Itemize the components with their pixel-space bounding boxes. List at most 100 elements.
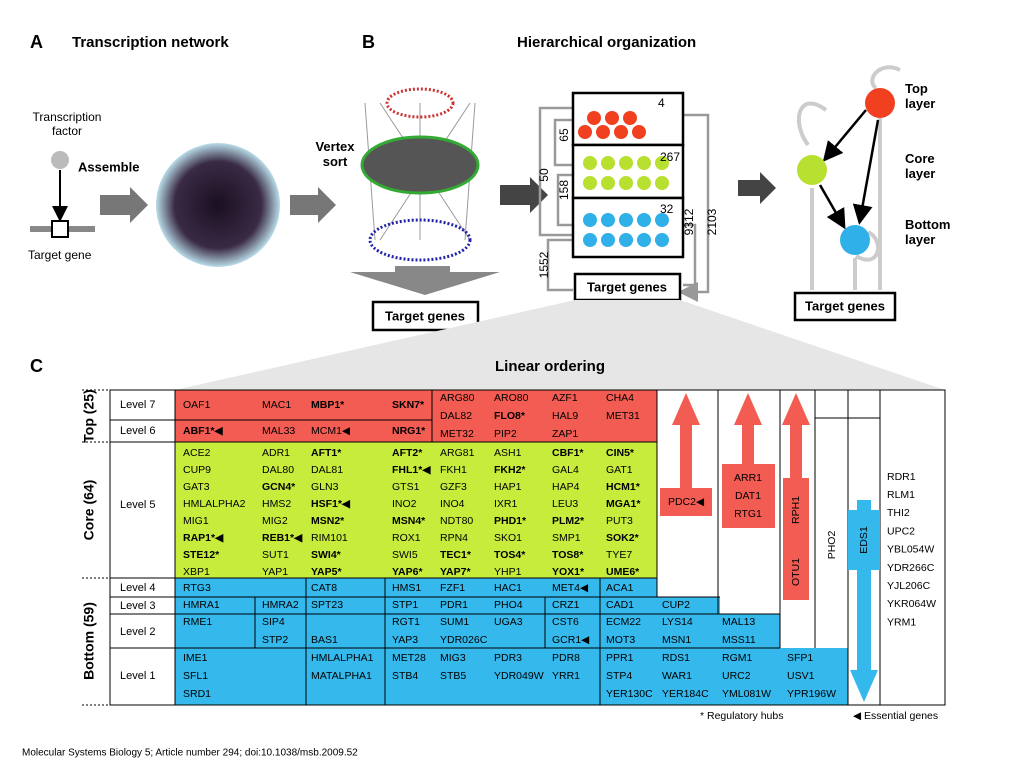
gene: MATALPHA1	[311, 670, 372, 682]
gene: YER130C	[606, 688, 653, 700]
group-label: Top (25)	[81, 389, 97, 442]
gene: PHO4	[494, 599, 523, 611]
gene: SOK2*	[606, 532, 640, 544]
node	[601, 233, 615, 247]
table-border	[109, 389, 946, 706]
vertex-sort: Vertex sort	[315, 139, 355, 169]
group-label: Bottom (59)	[81, 602, 97, 680]
gene: PHO2	[826, 531, 838, 560]
target-box	[371, 300, 480, 332]
gene: TOS4*	[494, 549, 526, 561]
gene: ACE2	[183, 447, 211, 459]
gene: RGT1	[392, 616, 420, 628]
gene: SMP1	[552, 532, 581, 544]
gene: YAP6*	[392, 566, 423, 578]
gene: YML081W	[722, 688, 771, 700]
target-genes: Target genes	[587, 279, 667, 294]
gene: URC2	[722, 670, 751, 682]
gene: REB1*◀	[262, 532, 303, 544]
gene: PIP2	[494, 428, 517, 440]
gene: ARO80	[494, 392, 529, 404]
gene: YHP1	[494, 566, 522, 578]
bottom-region	[175, 578, 848, 705]
gene: MIG2	[262, 515, 288, 527]
gene: THI2	[887, 507, 910, 519]
node	[583, 176, 597, 190]
node	[619, 156, 633, 170]
level-label: Level 1	[120, 670, 155, 682]
gene: PDR8	[552, 652, 580, 664]
arrow	[100, 187, 148, 223]
gene: MET28	[392, 652, 426, 664]
layer-label: Bottom layer	[905, 217, 951, 247]
node	[637, 156, 651, 170]
gene: YDR026C	[440, 634, 488, 646]
gene: AZF1	[552, 392, 578, 404]
level-label: Level 7	[120, 399, 155, 411]
gene: HAL9	[552, 410, 578, 422]
gene: EDS1	[858, 526, 870, 554]
gene: GAT3	[183, 481, 210, 493]
rph-box	[783, 478, 809, 600]
gene: GAL4	[552, 464, 579, 476]
eds1-box	[848, 510, 880, 570]
gene: HAP1	[494, 481, 522, 493]
gene: CAT8	[311, 582, 337, 594]
gene: YAP3	[392, 634, 418, 646]
gene: YOX1*	[552, 566, 585, 578]
gene: WAR1	[662, 670, 692, 682]
node	[655, 233, 669, 247]
edge-count: 1552	[537, 251, 551, 278]
gene: HMRA2	[262, 599, 299, 611]
node	[655, 176, 669, 190]
gene: UME6*	[606, 566, 640, 578]
arrow	[290, 187, 336, 223]
top-region	[175, 390, 657, 442]
node	[623, 111, 637, 125]
gene: GTS1	[392, 481, 420, 493]
target-edges	[810, 118, 882, 290]
gene: RIM101	[311, 532, 348, 544]
tf-node	[51, 151, 69, 169]
node	[583, 233, 597, 247]
gene: GZF3	[440, 481, 467, 493]
gene: ABF1*◀	[183, 425, 224, 437]
gene: STP2	[262, 634, 288, 646]
node	[619, 213, 633, 227]
gene: MAL13	[722, 616, 755, 628]
panel-label: B	[362, 32, 375, 52]
panel-label: C	[30, 356, 43, 376]
gene: RTG1	[734, 508, 762, 520]
gene: MGA1*	[606, 498, 641, 510]
gene: SFL1	[183, 670, 208, 682]
gene: UPC2	[887, 525, 915, 537]
gene: XBP1	[183, 566, 210, 578]
gene: SWI4*	[311, 549, 342, 561]
down-arrow	[350, 266, 500, 295]
level-label: Level 2	[120, 626, 155, 638]
gene: INO4	[440, 498, 465, 510]
footer: Molecular Systems Biology 5; Article num…	[22, 748, 358, 759]
node	[637, 176, 651, 190]
gene: CAD1	[606, 599, 634, 611]
gene: CBF1*	[552, 447, 584, 459]
gene: YAP1	[262, 566, 288, 578]
gene: NRG1*	[392, 425, 426, 437]
up-arrow	[734, 393, 762, 515]
gene: DAL81	[311, 464, 343, 476]
gene: FKH1	[440, 464, 467, 476]
gene: HAP4	[552, 481, 580, 493]
node	[583, 213, 597, 227]
gene: SFP1	[787, 652, 813, 664]
gene: STP4	[606, 670, 632, 682]
gene: SUM1	[440, 616, 469, 628]
target-genes: Target genes	[385, 308, 465, 323]
gene: HMRA1	[183, 599, 220, 611]
gene: LYS14	[662, 616, 693, 628]
gene: ACA1	[606, 582, 634, 594]
gene: MSN1	[662, 634, 691, 646]
node	[632, 125, 646, 139]
edge-count: 158	[557, 180, 571, 200]
gene: GCN4*	[262, 481, 296, 493]
